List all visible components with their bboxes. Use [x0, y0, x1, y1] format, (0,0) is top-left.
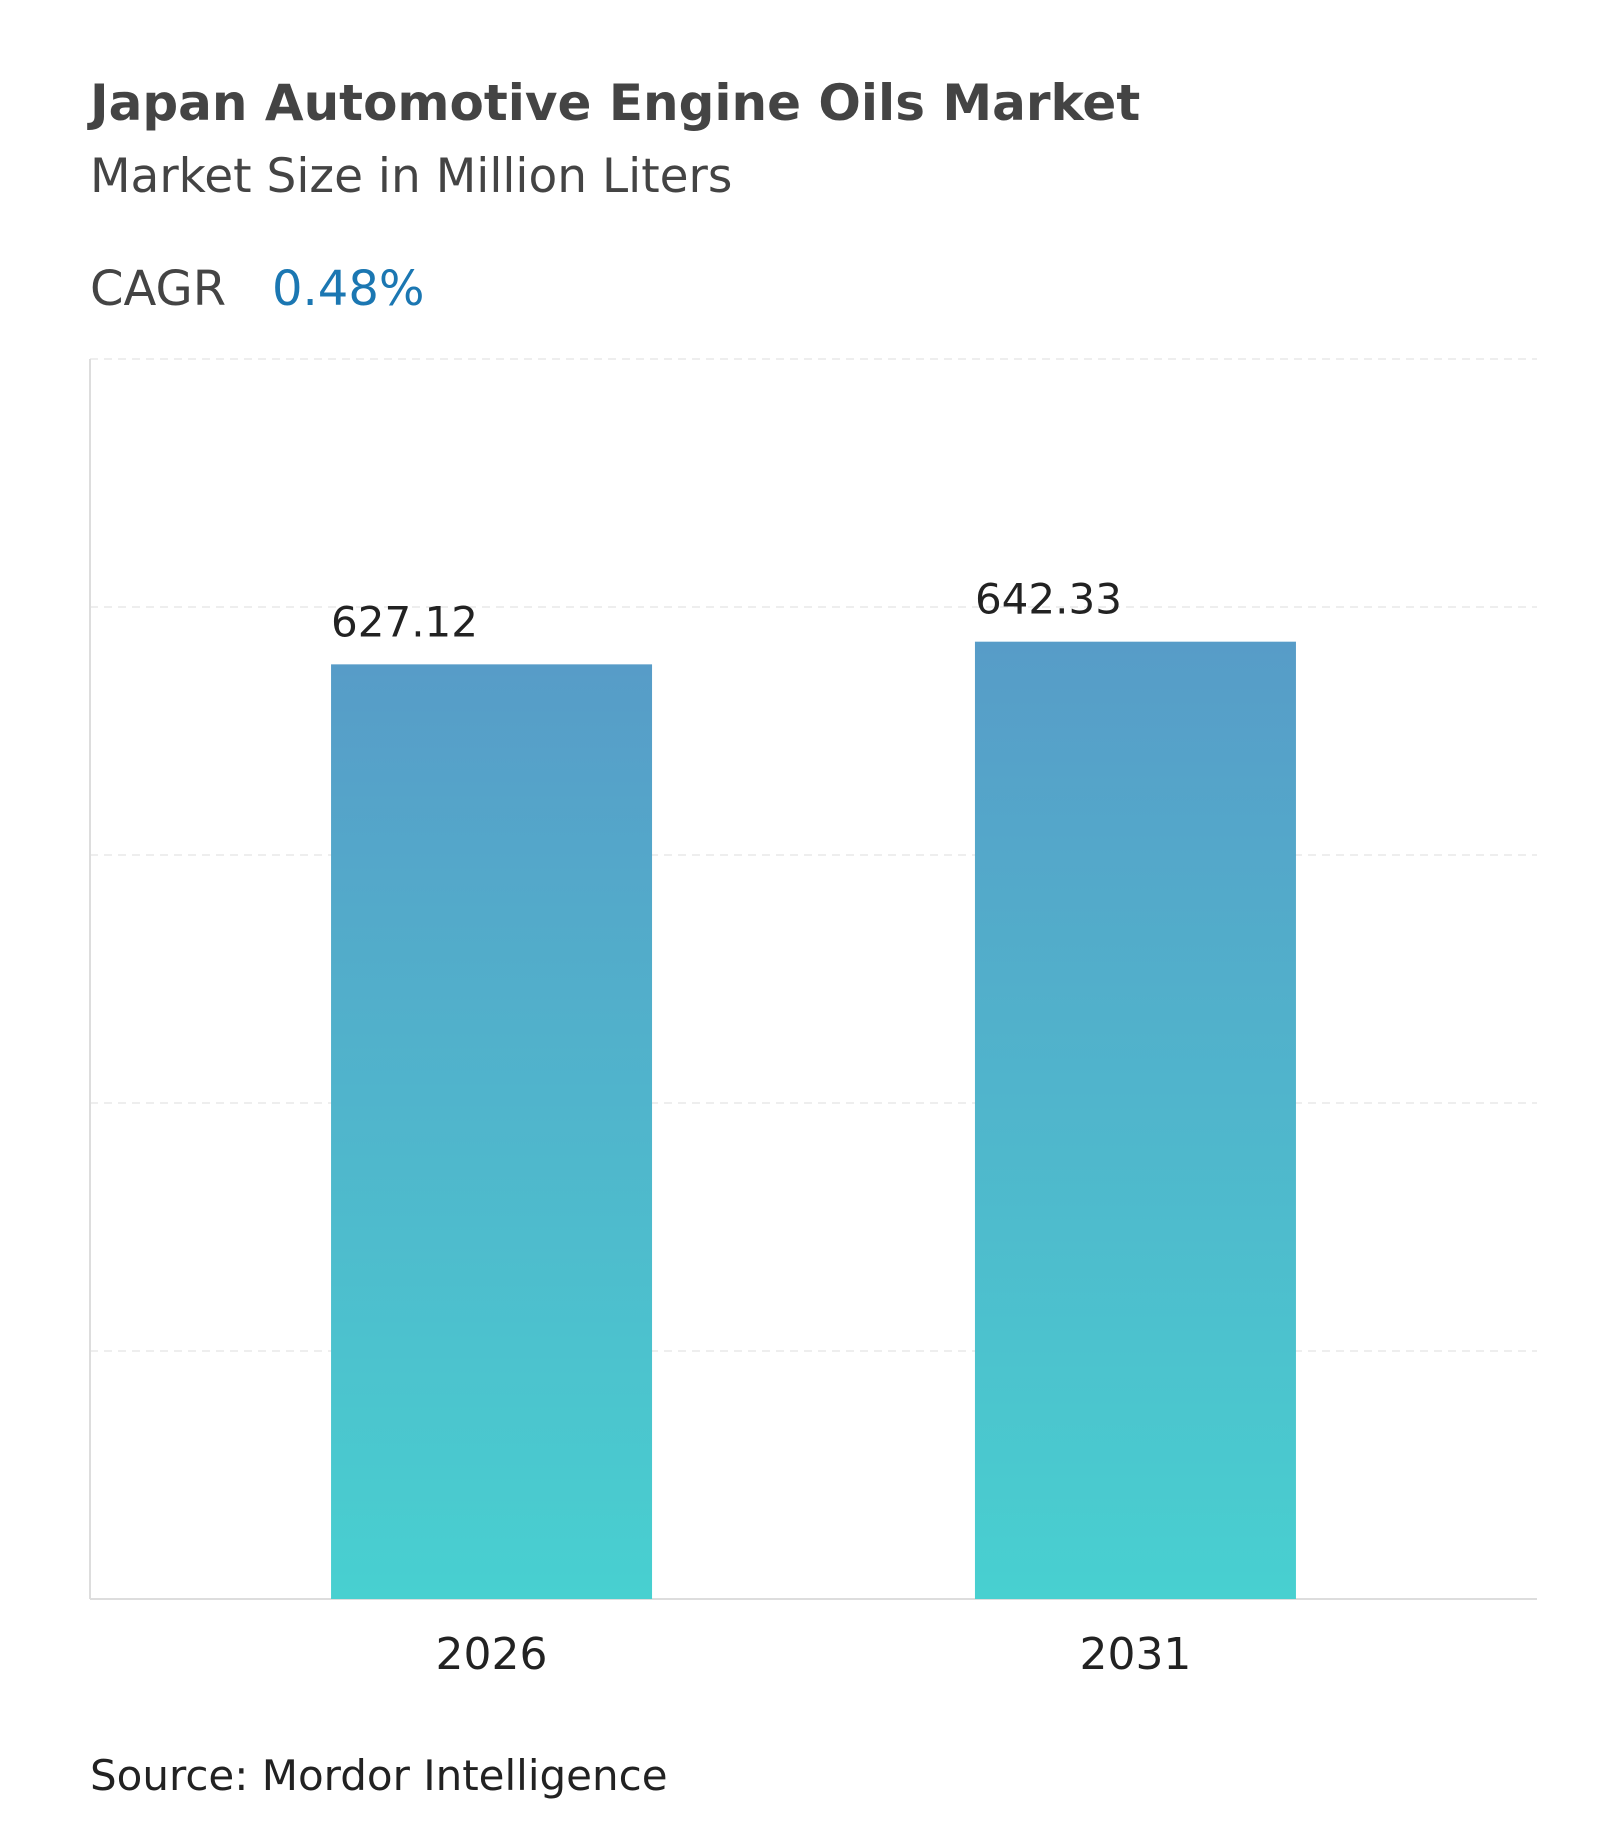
chart-title: Japan Automotive Engine Oils Market — [87, 74, 1140, 132]
cagr-label: CAGR — [90, 261, 226, 317]
bar — [974, 641, 1296, 1599]
value-label: 627.12 — [331, 597, 478, 646]
x-tick-label: 2031 — [1079, 1629, 1191, 1680]
bar — [331, 664, 653, 1599]
cagr-value: 0.48% — [272, 261, 424, 317]
x-tick-label: 2026 — [436, 1629, 548, 1680]
chart-subtitle: Market Size in Million Liters — [90, 149, 732, 204]
source: Source: Mordor Intelligence — [90, 1751, 668, 1800]
value-label: 642.33 — [975, 575, 1122, 624]
